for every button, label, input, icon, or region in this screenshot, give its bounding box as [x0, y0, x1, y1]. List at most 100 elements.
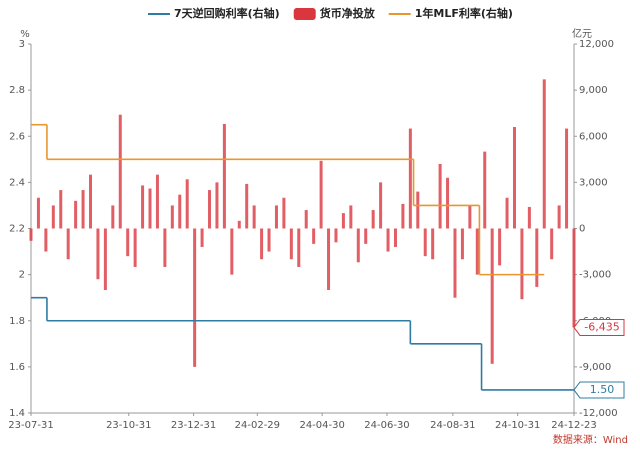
bar	[520, 228, 524, 300]
callout-label: 1.50	[590, 383, 615, 396]
bar	[386, 228, 390, 252]
bar	[565, 128, 569, 229]
bar	[527, 206, 531, 229]
bar	[66, 228, 70, 260]
bar	[512, 127, 516, 229]
bar	[178, 194, 182, 229]
y2-tick-label: -9,000	[579, 362, 611, 373]
bar	[185, 179, 189, 229]
bar	[51, 205, 55, 229]
bar	[483, 151, 487, 229]
bar	[498, 228, 502, 266]
bar	[393, 228, 397, 247]
bar	[408, 128, 412, 229]
bar	[267, 228, 271, 252]
bar	[89, 174, 93, 229]
y-tick-label: 1.8	[9, 316, 25, 327]
y-tick-label: 2.4	[9, 177, 25, 188]
bar	[349, 205, 353, 229]
bar	[29, 228, 33, 241]
bar	[200, 228, 204, 247]
y-tick-label: 2.6	[9, 131, 25, 142]
bar	[453, 228, 457, 298]
y2-tick-label: 3,000	[579, 177, 608, 188]
callout-box	[573, 381, 625, 399]
bar	[460, 228, 464, 260]
legend-label: 货币净投放	[319, 6, 376, 20]
bar	[59, 190, 63, 229]
bar	[416, 191, 420, 229]
bar	[126, 228, 130, 257]
bar	[163, 228, 167, 267]
bar	[44, 228, 48, 252]
bar	[170, 205, 174, 229]
legend-label: 7天逆回购利率(右轴)	[174, 6, 280, 20]
bar	[446, 177, 450, 229]
bar	[222, 123, 226, 229]
y-tick-label: 1.4	[9, 408, 25, 419]
bar	[36, 197, 40, 229]
bar	[74, 200, 78, 229]
bar	[274, 205, 278, 229]
bar	[215, 182, 219, 229]
bar	[401, 203, 405, 229]
y2-tick-label: 9,000	[579, 85, 608, 96]
bar	[535, 228, 539, 287]
bar	[334, 228, 338, 243]
bar	[81, 190, 85, 229]
bar	[155, 174, 159, 229]
bar	[118, 114, 122, 229]
y-unit: %	[20, 29, 30, 40]
y2-tick-label: 12,000	[579, 39, 614, 50]
bar	[431, 228, 435, 260]
bar	[260, 228, 264, 260]
bar	[133, 228, 137, 267]
bar	[505, 197, 509, 229]
bar	[356, 228, 360, 263]
bar	[557, 205, 561, 229]
callout-box	[573, 318, 625, 336]
x-tick-label: 24-10-31	[495, 420, 540, 431]
x-tick-label: 24-08-31	[430, 420, 475, 431]
y2-tick-label: -3,000	[579, 270, 611, 281]
bar	[550, 228, 554, 260]
y2-unit: 亿元	[572, 27, 592, 40]
bar	[468, 205, 472, 229]
bar	[282, 197, 286, 229]
bar	[379, 182, 383, 229]
legend-label: 1年MLF利率(右轴)	[415, 6, 513, 20]
bar	[297, 228, 301, 267]
bar	[208, 190, 212, 229]
bar	[341, 213, 345, 229]
callout-label: -6,435	[584, 320, 619, 333]
y-tick-label: 2.2	[9, 224, 25, 235]
x-tick-label: 24-02-29	[235, 420, 280, 431]
bar	[103, 228, 107, 290]
bar	[490, 228, 494, 364]
bar	[327, 228, 331, 290]
y-tick-label: 2.8	[9, 85, 25, 96]
bar	[230, 228, 234, 275]
bar	[423, 228, 427, 257]
bar	[148, 188, 152, 229]
y-tick-label: 1.6	[9, 362, 25, 373]
bar	[245, 183, 249, 229]
bar	[542, 79, 546, 229]
bar	[304, 210, 308, 229]
x-tick-label: 24-12-23	[551, 420, 596, 431]
bar	[319, 160, 323, 229]
bar	[475, 228, 479, 275]
y2-tick-label: 6,000	[579, 131, 608, 142]
y2-tick-label: 0	[579, 224, 585, 235]
bar	[438, 163, 442, 229]
bar	[572, 228, 576, 328]
bar	[252, 205, 256, 229]
x-tick-label: 23-07-31	[8, 420, 53, 431]
x-tick-label: 24-06-30	[364, 420, 409, 431]
bar	[364, 228, 368, 244]
bar	[289, 228, 293, 260]
y-tick-label: 3	[19, 39, 25, 50]
bar	[371, 210, 375, 229]
bar	[141, 185, 145, 229]
